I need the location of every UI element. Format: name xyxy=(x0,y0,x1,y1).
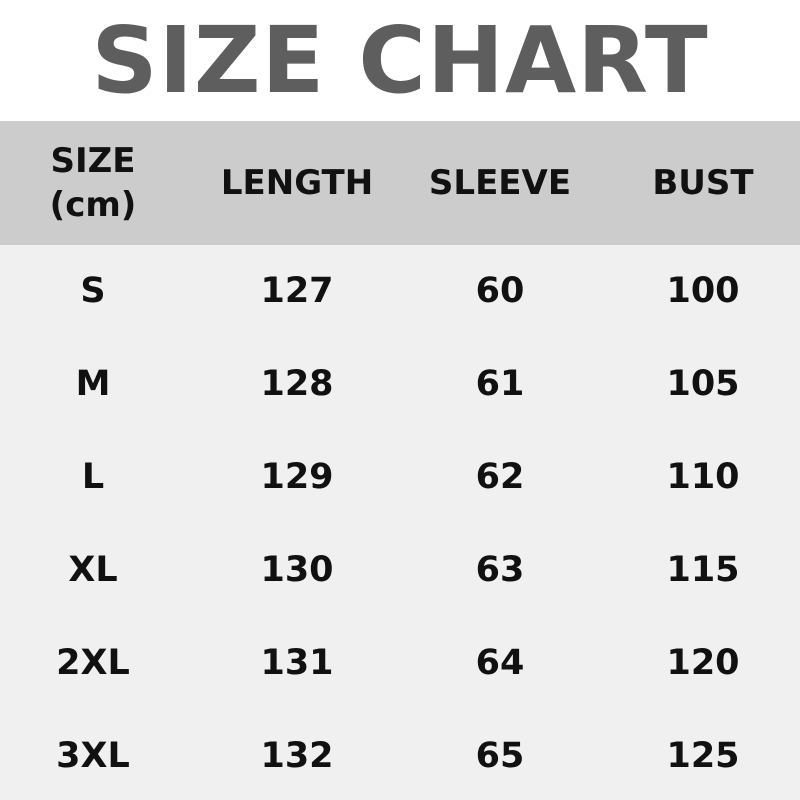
cell-sleeve: 60 xyxy=(475,271,525,311)
cell-sleeve: 64 xyxy=(475,643,525,683)
cell-bust: 110 xyxy=(666,457,740,497)
cell-size: 2XL xyxy=(56,643,130,683)
header-size-unit: (cm) xyxy=(49,185,137,225)
cell-sleeve: 62 xyxy=(475,457,525,497)
cell-length: 129 xyxy=(260,457,334,497)
cell-size: L xyxy=(81,457,105,497)
cell-sleeve: 63 xyxy=(475,550,525,590)
cell-length: 132 xyxy=(260,736,334,776)
cell-length: 131 xyxy=(260,643,334,683)
cell-bust: 120 xyxy=(666,643,740,683)
cell-sleeve: 61 xyxy=(475,364,525,404)
cell-size: XL xyxy=(68,550,118,590)
table-header xyxy=(0,121,800,245)
cell-bust: 100 xyxy=(666,271,740,311)
cell-bust: 115 xyxy=(666,550,740,590)
cell-length: 127 xyxy=(260,271,334,311)
header-bust: BUST xyxy=(652,163,754,203)
cell-length: 130 xyxy=(260,550,334,590)
header-size-label: SIZE xyxy=(50,141,136,181)
cell-size: M xyxy=(75,364,111,404)
cell-sleeve: 65 xyxy=(475,736,525,776)
cell-bust: 125 xyxy=(666,736,740,776)
page-title: SIZE CHART xyxy=(91,6,709,114)
cell-bust: 105 xyxy=(666,364,740,404)
cell-size: S xyxy=(80,271,106,311)
header-sleeve: SLEEVE xyxy=(428,163,572,203)
cell-size: 3XL xyxy=(56,736,130,776)
table-body xyxy=(0,245,800,800)
header-size: SIZE (cm) xyxy=(0,139,193,227)
header-length: LENGTH xyxy=(220,163,374,203)
cell-length: 128 xyxy=(260,364,334,404)
